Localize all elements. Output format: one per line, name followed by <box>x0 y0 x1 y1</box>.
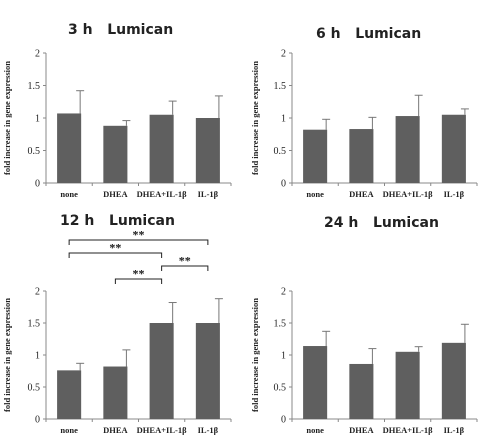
chart-panel-1: 6 h Lumican fold increase in gene express… <box>250 26 478 199</box>
bar <box>303 129 328 183</box>
category-label: none <box>306 425 324 435</box>
bar <box>149 323 174 419</box>
y-tick-label: 1.5 <box>274 81 287 92</box>
y-tick-label: 0 <box>281 179 286 190</box>
chart-title: 3 h Lumican <box>68 22 173 38</box>
category-label: IL-1β <box>198 189 219 199</box>
bar <box>103 366 128 419</box>
y-tick-label: 0.5 <box>28 146 41 157</box>
bar <box>103 125 128 183</box>
category-label: IL-1β <box>444 189 465 199</box>
significance-bracket <box>68 239 209 245</box>
bar <box>349 363 374 419</box>
bar <box>149 114 174 183</box>
category-label: DHEA+IL-1β <box>137 189 187 199</box>
category-label: none <box>60 189 78 199</box>
y-axis-label: fold increase in gene expression <box>2 298 12 412</box>
significance-bracket <box>161 265 209 271</box>
y-tick-label: 1.5 <box>28 319 41 330</box>
y-tick-label: 0.5 <box>274 146 287 157</box>
significance-label: ** <box>133 267 145 281</box>
bar <box>349 129 374 183</box>
chart-panel-2: 12 h Lumican fold increase in gene expres… <box>2 213 232 435</box>
significance-label: ** <box>109 241 121 255</box>
y-axis-label: fold increase in gene expression <box>250 61 260 175</box>
bar <box>303 346 328 419</box>
category-label: none <box>306 189 324 199</box>
significance-bracket <box>114 278 163 284</box>
y-axis-label: fold increase in gene expression <box>250 298 260 412</box>
chart-panel-3: 24 h Lumican fold increase in gene expres… <box>250 215 478 435</box>
chart-panel-0: 3 h Lumican fold increase in gene express… <box>2 22 232 199</box>
category-label: DHEA <box>103 189 128 199</box>
y-tick-label: 1 <box>281 114 286 125</box>
y-tick-label: 2 <box>35 49 40 60</box>
category-label: DHEA <box>349 425 374 435</box>
y-tick-label: 1.5 <box>274 319 287 330</box>
category-label: IL-1β <box>444 425 465 435</box>
y-tick-label: 0 <box>35 415 40 426</box>
y-tick-label: 1 <box>35 114 40 125</box>
bar <box>395 351 420 419</box>
category-label: IL-1β <box>198 425 219 435</box>
category-label: none <box>60 425 78 435</box>
y-axis-label: fold increase in gene expression <box>2 61 12 175</box>
category-label: DHEA+IL-1β <box>383 189 433 199</box>
category-label: DHEA+IL-1β <box>137 425 187 435</box>
bar <box>395 116 420 183</box>
category-label: DHEA <box>349 189 374 199</box>
bar <box>195 323 220 419</box>
y-tick-label: 2 <box>281 49 286 60</box>
significance-bracket <box>68 252 163 258</box>
category-label: DHEA <box>103 425 128 435</box>
y-tick-label: 0.5 <box>28 383 41 394</box>
category-label: DHEA+IL-1β <box>383 425 433 435</box>
significance-label: ** <box>179 254 191 268</box>
bar <box>441 114 466 183</box>
y-tick-label: 0 <box>281 415 286 426</box>
y-tick-label: 1 <box>35 351 40 362</box>
y-tick-label: 2 <box>35 287 40 298</box>
y-tick-label: 2 <box>281 287 286 298</box>
y-tick-label: 1.5 <box>28 81 41 92</box>
bar <box>57 113 82 183</box>
bar <box>57 370 82 419</box>
y-tick-label: 0.5 <box>274 383 287 394</box>
chart-title: 12 h Lumican <box>60 213 175 229</box>
y-tick-label: 0 <box>35 179 40 190</box>
bar <box>195 118 220 183</box>
chart-title: 6 h Lumican <box>316 26 421 42</box>
y-tick-label: 1 <box>281 351 286 362</box>
bar <box>441 342 466 419</box>
significance-label: ** <box>133 228 145 242</box>
chart-title: 24 h Lumican <box>324 215 439 231</box>
